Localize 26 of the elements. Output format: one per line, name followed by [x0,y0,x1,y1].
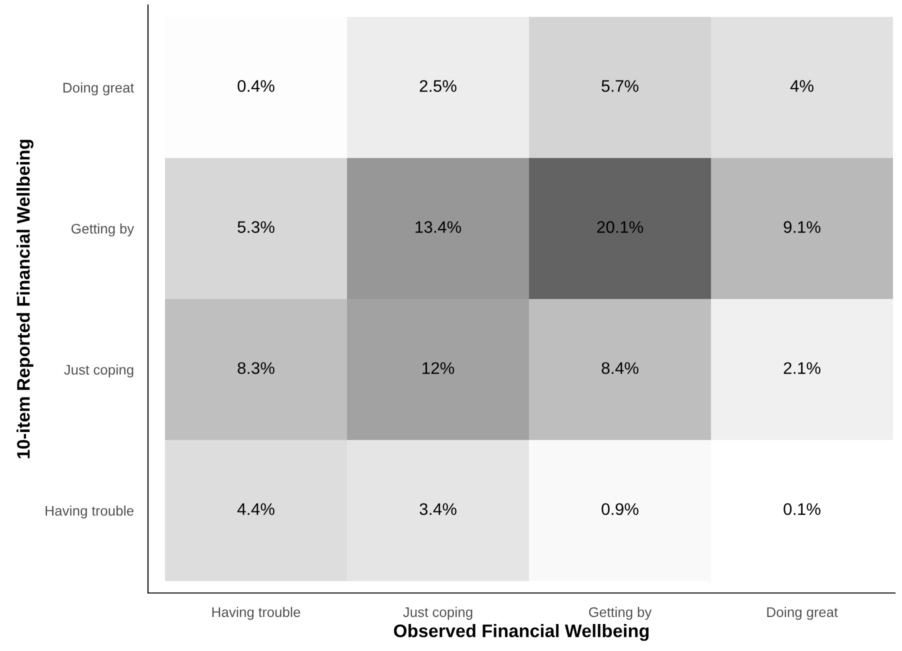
x-tick-label: Getting by [589,606,652,620]
x-tick-label: Having trouble [212,606,300,620]
data-label: 5.7% [602,80,638,92]
data-label: 12% [422,362,454,374]
data-label: 8.3% [238,362,274,374]
data-label: 0.4% [238,80,274,92]
data-label: 2.5% [420,80,456,92]
data-label: 9.1% [784,221,820,233]
data-label: 0.1% [784,503,820,516]
y-axis-title: 10-item Reported Financial Wellbeing [16,140,34,458]
data-label: 2.1% [784,362,820,374]
y-tick-label: Just coping [64,364,134,378]
data-label: 3.4% [420,503,456,516]
data-label: 4% [790,80,814,92]
data-label: 4.4% [237,503,274,515]
x-tick-label: Doing great [767,606,838,620]
data-label: 13.4% [416,221,462,233]
data-label: 5.3% [238,221,274,233]
x-tick-label: Just coping [403,606,472,620]
data-label: 8.4% [602,362,638,374]
data-label: 20.1% [597,221,644,233]
data-label: 0.9% [602,503,638,516]
y-tick-label: Doing great [63,82,134,96]
x-axis-title: Observed Financial Wellbeing [394,624,649,641]
y-tick-label: Getting by [72,223,134,236]
y-tick-label: Having trouble [46,506,134,518]
